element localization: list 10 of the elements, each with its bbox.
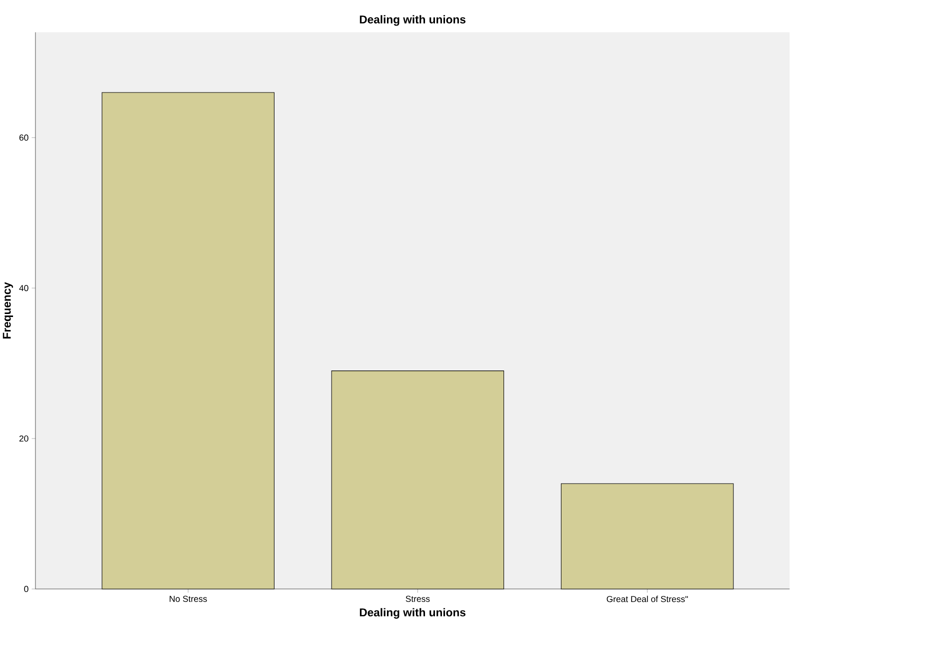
- y-tick-label: 40: [19, 285, 28, 292]
- x-tick-label: Great Deal of Stress": [606, 596, 688, 602]
- y-tick-label: 20: [19, 435, 28, 442]
- x-tick-label: No Stress: [170, 596, 207, 602]
- x-tick-label: Stress: [406, 596, 430, 602]
- y-tick-label: 60: [19, 134, 28, 141]
- y-tick-label: 0: [24, 586, 28, 592]
- chart-title: Dealing with unions: [360, 15, 466, 26]
- x-axis-title: Dealing with unions: [360, 608, 466, 619]
- y-axis-title: Frequency: [2, 282, 14, 338]
